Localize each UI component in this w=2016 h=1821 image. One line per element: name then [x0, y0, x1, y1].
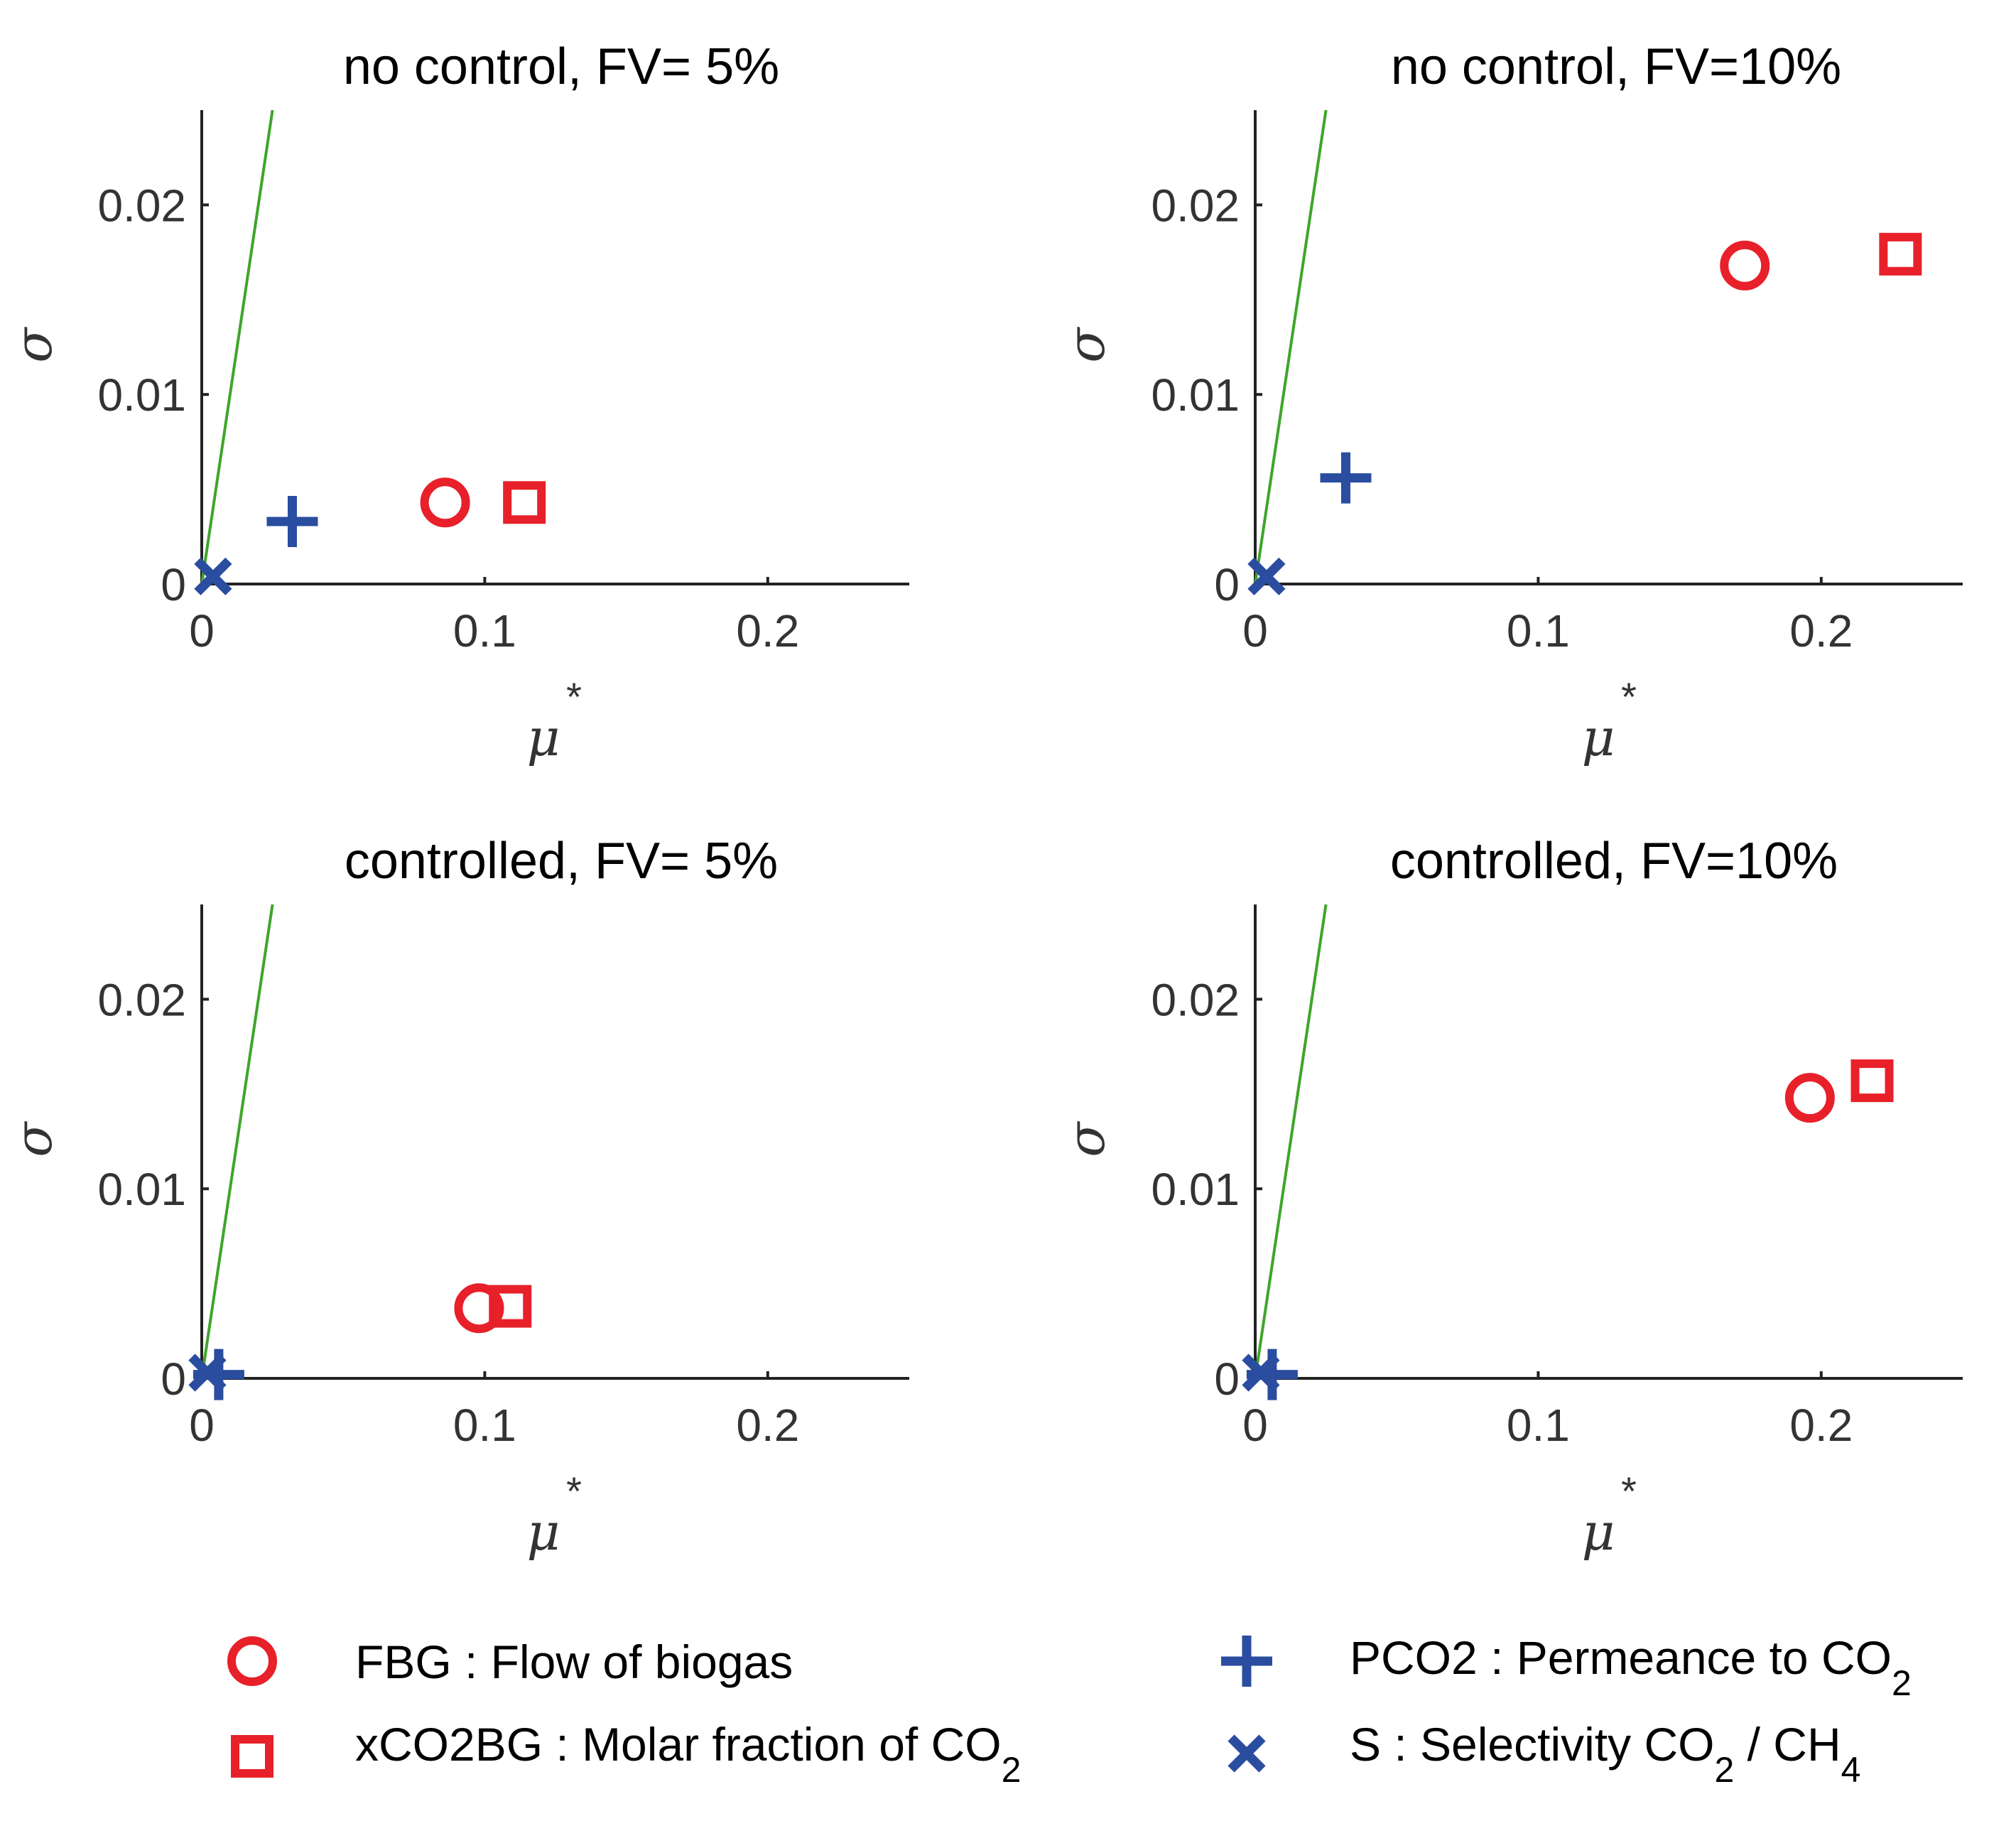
x-axis-label: μ	[527, 1502, 560, 1562]
x-axis-label: μ	[527, 708, 560, 767]
point-xco2bg	[1850, 1059, 1894, 1103]
legend-label: PCO2 : Permeance to CO2	[1350, 1631, 1912, 1703]
x-axis-label: μ	[1582, 708, 1615, 767]
legend-marker-square	[231, 1735, 273, 1778]
point-xco2bg	[1879, 232, 1922, 276]
legend-marker-x	[1228, 1734, 1266, 1773]
x-axis-label-superscript: *	[1621, 674, 1637, 719]
legend-label: FBG : Flow of biogas	[355, 1636, 793, 1688]
x-tick-label: 0.1	[453, 1400, 516, 1451]
y-tick-label: 0.02	[1151, 974, 1240, 1025]
point-s	[194, 557, 232, 595]
y-axis-label: σ	[4, 1121, 63, 1157]
y-tick-label: 0.01	[1151, 369, 1240, 421]
point-pco2	[1320, 452, 1372, 504]
legend-entry-fbg: FBG : Flow of biogas	[227, 1636, 793, 1688]
reference-line	[1254, 904, 1328, 1379]
y-axis-label: σ	[1056, 327, 1116, 363]
subplot-no-control-fv5: no control, FV= 5% σ μ * 0 0.1 0.2 0 0.01 0.0…	[4, 38, 909, 767]
legend: FBG : Flow of biogas xCO2BG : Molar frac…	[227, 1631, 1912, 1790]
subplot-title: controlled, FV=10%	[1390, 833, 1838, 890]
legend-label: xCO2BG : Molar fraction of CO2	[355, 1718, 1021, 1790]
y-tick-label: 0.02	[97, 974, 186, 1025]
x-tick-label: 0	[1242, 605, 1268, 656]
legend-entry-xco2bg: xCO2BG : Molar fraction of CO2	[231, 1718, 1021, 1790]
subplot-title: controlled, FV= 5%	[345, 833, 778, 890]
point-xco2bg	[489, 1285, 532, 1328]
x-tick-label: 0	[189, 1400, 215, 1451]
point-xco2bg	[503, 481, 546, 524]
point-pco2	[266, 495, 318, 547]
legend-marker-plus	[1221, 1636, 1272, 1687]
subplot-controlled-fv10: controlled, FV=10% σ μ * 0 0.1 0.2 0 0.01 0.0…	[1056, 833, 1963, 1562]
point-fbg	[1784, 1073, 1835, 1123]
y-tick-label: 0.01	[1151, 1164, 1240, 1215]
y-tick-label: 0.01	[97, 1164, 186, 1215]
x-tick-label: 0	[1242, 1400, 1268, 1451]
y-tick-label: 0	[1214, 1353, 1240, 1405]
point-s	[188, 1353, 227, 1392]
reference-line	[200, 904, 274, 1379]
plot-area: 0 0.1 0.2 0 0.01 0.02	[1151, 904, 1963, 1451]
y-tick-label: 0.01	[97, 369, 186, 421]
y-axis-label: σ	[1056, 1121, 1116, 1157]
legend-entry-s: S : Selectivity CO2 / CH4	[1228, 1718, 1860, 1790]
x-tick-label: 0.2	[736, 1400, 799, 1451]
x-tick-label: 0.1	[1507, 605, 1570, 656]
x-tick-label: 0.2	[1789, 1400, 1853, 1451]
y-tick-label: 0.02	[1151, 180, 1240, 231]
x-tick-label: 0.1	[1507, 1400, 1570, 1451]
legend-entry-pco2: PCO2 : Permeance to CO2	[1221, 1631, 1912, 1703]
reference-line	[1254, 109, 1328, 585]
y-tick-label: 0	[161, 1353, 186, 1405]
subplot-title: no control, FV= 5%	[343, 38, 779, 95]
point-fbg	[420, 477, 470, 528]
reference-line	[200, 109, 274, 585]
point-s	[1242, 1353, 1280, 1392]
y-tick-label: 0	[161, 559, 186, 610]
x-tick-label: 0.2	[736, 605, 799, 656]
plot-area: 0 0.1 0.2 0 0.01 0.02	[1151, 109, 1963, 656]
subplot-no-control-fv10: no control, FV=10% σ μ * 0 0.1 0.2 0 0.01 0.0…	[1056, 38, 1963, 767]
point-fbg	[1720, 240, 1770, 291]
legend-marker-circle	[227, 1636, 277, 1686]
y-tick-label: 0.02	[97, 180, 186, 231]
point-s	[1247, 557, 1286, 595]
y-tick-label: 0	[1214, 559, 1240, 610]
subplot-controlled-fv5: controlled, FV= 5% σ μ * 0 0.1 0.2 0 0.01 0.0…	[4, 833, 909, 1562]
x-tick-label: 0.2	[1789, 605, 1853, 656]
x-axis-label: μ	[1582, 1502, 1615, 1562]
x-tick-label: 0	[189, 605, 215, 656]
point-fbg	[454, 1283, 504, 1334]
plot-area: 0 0.1 0.2 0 0.01 0.02	[97, 109, 909, 656]
plot-area: 0 0.1 0.2 0 0.01 0.02	[97, 904, 909, 1451]
legend-label: S : Selectivity CO2 / CH4	[1350, 1718, 1860, 1790]
x-axis-label-superscript: *	[1621, 1469, 1637, 1513]
x-tick-label: 0.1	[453, 605, 516, 656]
subplot-title: no control, FV=10%	[1391, 38, 1841, 95]
y-axis-label: σ	[4, 327, 63, 363]
x-axis-label-superscript: *	[566, 1469, 582, 1513]
x-axis-label-superscript: *	[566, 674, 582, 719]
